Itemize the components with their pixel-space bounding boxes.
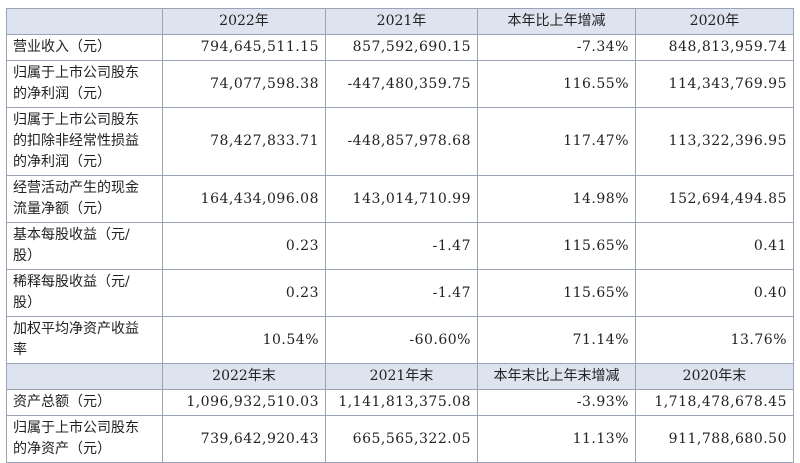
financial-table: 2022年 2021年 本年比上年增减 2020年营业收入（元） 794,645,511… [6,8,794,463]
row-label: 归属于上市公司股东的扣除非经常性损益的净利润（元） [6,107,163,176]
row-label: 归属于上市公司股东的净利润（元） [6,60,163,108]
row-label-text: 归属于上市公司股东的净资产（元） [13,420,139,457]
cell-value: -3.93% [477,389,636,416]
row-label: 经营活动产生的现金流量净额（元） [6,175,163,223]
cell-value: -7.34% [477,34,636,61]
header-blank [6,363,163,390]
row-label-text: 归属于上市公司股东的扣除非经常性损益的净利润（元） [13,112,139,170]
cell-value: 13.76% [635,316,794,364]
cell-value: 74,077,598.38 [162,60,326,108]
data-row: 加权平均净资产收益率 10.54% -60.60% 71.14% 13.76% [6,316,794,364]
cell-value: 0.41 [635,222,794,270]
row-label-text: 归属于上市公司股东的净利润（元） [13,65,139,102]
row-label-text: 加权平均净资产收益率 [13,321,139,358]
cell-value: -447,480,359.75 [325,60,478,108]
cell-value: 115.65% [477,269,636,317]
cell-value: 739,642,920.43 [162,415,326,463]
cell-value: 113,322,396.95 [635,107,794,176]
row-label: 资产总额（元） [6,389,163,416]
cell-value: 0.23 [162,269,326,317]
data-row: 资产总额（元） 1,096,932,510.03 1,141,813,375.08-… [6,389,794,416]
column-header: 2021年末 [325,363,478,390]
cell-value: 857,592,690.15 [325,34,478,61]
cell-value: 115.65% [477,222,636,270]
cell-value: 0.23 [162,222,326,270]
row-label: 稀释每股收益（元/股） [6,269,163,317]
data-row: 基本每股收益（元/股） 0.23 -1.47 115.65% 0.41 [6,222,794,270]
row-label: 营业收入（元） [6,34,163,61]
cell-value: 1,718,478,678.45 [635,389,794,416]
row-label-text: 基本每股收益（元/股） [13,227,130,264]
data-row: 经营活动产生的现金流量净额（元） 164,434,096.08 143,014,71… [6,175,794,223]
column-header: 本年末比上年末增减 [477,363,636,390]
cell-value: -1.47 [325,222,478,270]
column-header: 2022年 [162,8,326,35]
cell-value: 117.47% [477,107,636,176]
cell-value: 1,096,932,510.03 [162,389,326,416]
data-row: 营业收入（元） 794,645,511.15 857,592,690.15 -7.34… [6,34,794,61]
column-header: 2020年末 [635,363,794,390]
row-label-text: 稀释每股收益（元/股） [13,274,130,311]
cell-value: -1.47 [325,269,478,317]
column-header: 2020年 [635,8,794,35]
data-row: 归属于上市公司股东的净资产（元） 739,642,920.43 665,565,32… [6,415,794,463]
cell-value: -448,857,978.68 [325,107,478,176]
cell-value: 152,694,494.85 [635,175,794,223]
row-label-text: 经营活动产生的现金流量净额（元） [13,180,139,217]
data-row: 归属于上市公司股东的净利润（元） 74,077,598.38 -447,480,35… [6,60,794,108]
cell-value: 164,434,096.08 [162,175,326,223]
cell-value: 0.40 [635,269,794,317]
column-header: 本年比上年增减 [477,8,636,35]
cell-value: 71.14% [477,316,636,364]
data-row: 归属于上市公司股东的扣除非经常性损益的净利润（元） 78,427,833.71 -4… [6,107,794,176]
row-label: 基本每股收益（元/股） [6,222,163,270]
cell-value: 794,645,511.15 [162,34,326,61]
header-row: 2022年末 2021年末 本年末比上年末增减 2020年末 [6,363,794,390]
cell-value: 114,343,769.95 [635,60,794,108]
cell-value: 143,014,710.99 [325,175,478,223]
header-row: 2022年 2021年 本年比上年增减 2020年 [6,8,794,35]
data-row: 稀释每股收益（元/股） 0.23 -1.47 115.65% 0.40 [6,269,794,317]
cell-value: 78,427,833.71 [162,107,326,176]
header-blank [6,8,163,35]
cell-value: 665,565,322.05 [325,415,478,463]
table-body: 2022年 2021年 本年比上年增减 2020年营业收入（元） 794,645,511… [6,8,794,463]
cell-value: 11.13% [477,415,636,463]
cell-value: 1,141,813,375.08 [325,389,478,416]
cell-value: 848,813,959.74 [635,34,794,61]
cell-value: 10.54% [162,316,326,364]
row-label: 加权平均净资产收益率 [6,316,163,364]
cell-value: 911,788,680.50 [635,415,794,463]
row-label: 归属于上市公司股东的净资产（元） [6,415,163,463]
column-header: 2021年 [325,8,478,35]
column-header: 2022年末 [162,363,326,390]
cell-value: -60.60% [325,316,478,364]
cell-value: 14.98% [477,175,636,223]
cell-value: 116.55% [477,60,636,108]
row-label-text: 资产总额（元） [13,394,111,410]
row-label-text: 营业收入（元） [13,39,111,55]
